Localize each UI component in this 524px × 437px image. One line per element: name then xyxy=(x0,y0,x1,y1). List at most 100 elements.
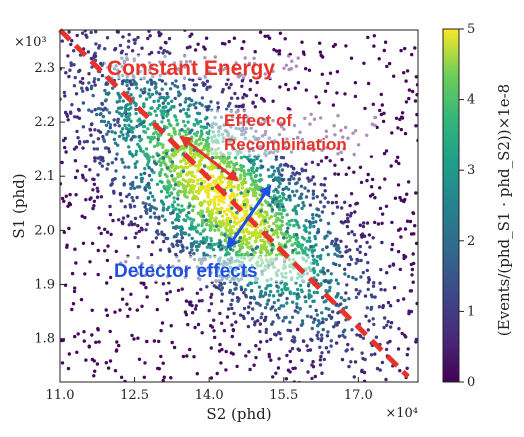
scatter-point xyxy=(156,137,160,142)
scatter-point xyxy=(212,224,216,228)
scatter-point xyxy=(60,361,65,365)
scatter-point xyxy=(230,298,234,302)
scatter-point xyxy=(280,215,285,219)
scatter-point xyxy=(199,134,203,139)
scatter-point xyxy=(99,61,103,66)
scatter-point xyxy=(132,134,136,139)
scatter-point xyxy=(307,289,311,293)
scatter-point xyxy=(106,366,111,370)
scatter-point xyxy=(125,194,129,199)
scatter-point xyxy=(144,147,149,151)
scatter-point xyxy=(143,166,147,171)
scatter-point xyxy=(297,380,301,382)
scatter-point xyxy=(121,35,125,39)
scatter-point xyxy=(98,130,103,134)
scatter-point xyxy=(351,275,355,280)
scatter-point xyxy=(290,243,294,247)
plot-frame xyxy=(59,29,419,383)
scatter-point xyxy=(160,214,165,218)
scatter-point xyxy=(226,183,230,187)
scatter-point xyxy=(90,308,94,312)
scatter-point xyxy=(271,172,275,177)
scatter-point xyxy=(116,120,120,124)
scatter-point xyxy=(123,123,127,128)
scatter-point xyxy=(290,339,294,343)
scatter-point xyxy=(237,220,241,224)
scatter-point xyxy=(289,174,294,179)
scatter-point xyxy=(285,222,289,226)
scatter-point xyxy=(220,292,224,296)
scatter-point xyxy=(319,338,323,343)
scatter-point xyxy=(366,280,371,284)
scatter-point xyxy=(358,333,362,338)
scatter-point xyxy=(328,285,332,290)
scatter-point xyxy=(89,196,93,200)
scatter-point xyxy=(375,366,380,371)
scatter-point xyxy=(335,323,339,327)
scatter-point xyxy=(192,132,197,136)
scatter-point xyxy=(374,335,379,339)
scatter-point xyxy=(106,162,110,166)
scatter-point xyxy=(240,216,245,220)
scatter-point xyxy=(239,173,243,177)
scatter-point xyxy=(75,169,80,173)
y-tick-label: 2.1 xyxy=(34,169,55,184)
scatter-point xyxy=(117,124,122,128)
scatter-point xyxy=(302,237,306,241)
scatter-point xyxy=(152,144,157,148)
scatter-point xyxy=(221,156,226,160)
scatter-point xyxy=(138,185,142,189)
scatter-point xyxy=(63,94,67,98)
scatter-point xyxy=(325,155,329,160)
scatter-point xyxy=(72,84,77,88)
scatter-point xyxy=(156,153,160,157)
scatter-point xyxy=(258,212,263,216)
scatter-point xyxy=(200,103,204,107)
scatter-point xyxy=(405,219,410,223)
scatter-point xyxy=(237,104,241,109)
scatter-point xyxy=(243,288,248,292)
scatter-point xyxy=(229,302,233,307)
scatter-point xyxy=(300,322,305,326)
y-axis: 1.81.92.02.12.22.3 xyxy=(34,61,65,347)
scatter-point xyxy=(399,115,404,119)
scatter-point xyxy=(274,230,278,234)
scatter-point xyxy=(229,82,233,87)
scatter-point xyxy=(307,231,312,235)
scatter-point xyxy=(267,216,271,220)
scatter-point xyxy=(295,296,300,301)
scatter-point xyxy=(355,247,360,252)
scatter-point xyxy=(366,35,370,40)
scatter-point xyxy=(174,218,178,222)
scatter-point xyxy=(293,366,297,370)
scatter-point xyxy=(278,331,282,336)
scatter-point xyxy=(218,311,222,316)
scatter-point xyxy=(334,200,338,205)
scatter-point xyxy=(166,109,170,113)
scatter-point xyxy=(405,69,410,73)
scatter-point xyxy=(323,189,327,193)
scatter-point xyxy=(204,218,208,222)
scatter-point xyxy=(349,56,354,60)
scatter-point xyxy=(360,235,364,239)
scatter-point xyxy=(164,105,168,109)
scatter-point xyxy=(141,150,145,154)
scatter-point xyxy=(264,327,269,332)
label-band xyxy=(104,55,304,79)
scatter-point xyxy=(143,130,148,134)
scatter-point xyxy=(121,99,126,103)
scatter-point xyxy=(182,165,187,170)
scatter-point xyxy=(227,86,231,90)
scatter-point xyxy=(257,285,262,289)
scatter-point xyxy=(212,318,216,322)
scatter-point xyxy=(116,30,120,34)
scatter-point xyxy=(119,199,124,203)
scatter-point xyxy=(362,61,366,65)
scatter-point xyxy=(78,68,82,73)
scatter-point xyxy=(180,208,184,213)
scatter-point xyxy=(241,96,245,100)
scatter-point xyxy=(372,322,376,327)
scatter-point xyxy=(187,211,191,215)
scatter-point xyxy=(344,172,348,177)
scatter-point xyxy=(319,354,323,359)
